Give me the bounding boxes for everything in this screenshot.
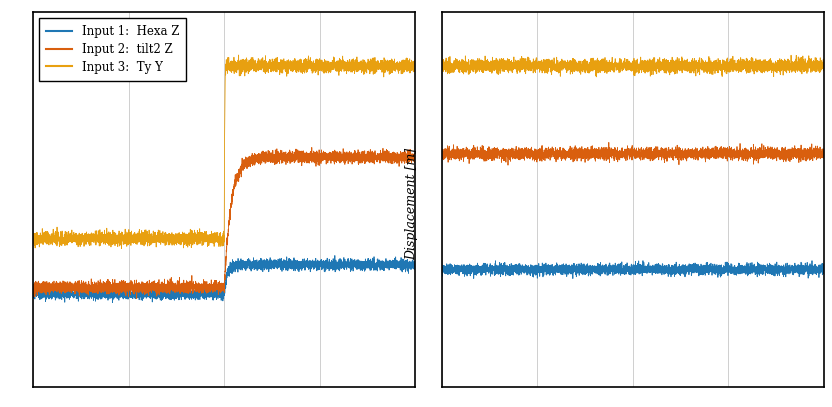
Input 2:  tilt2 Z: (4.11e+03, 0.159): tilt2 Z: (4.11e+03, 0.159): [343, 153, 353, 158]
Line: Input 2:  tilt2 Z: Input 2: tilt2 Z: [33, 147, 415, 298]
Input 2:  tilt2 Z: (3.25e+03, 0.162): tilt2 Z: (3.25e+03, 0.162): [277, 152, 287, 157]
Input 1:  Hexa Z: (4.11e+03, -0.181): Hexa Z: (4.11e+03, -0.181): [343, 264, 353, 269]
Input 3:  Ty Y: (2.69e+03, 0.469): Ty Y: (2.69e+03, 0.469): [234, 53, 244, 57]
Input 2:  tilt2 Z: (1.91e+03, -0.253): tilt2 Z: (1.91e+03, -0.253): [174, 288, 184, 293]
Input 3:  Ty Y: (5e+03, 0.441): Ty Y: (5e+03, 0.441): [410, 61, 420, 66]
Line: Input 3:  Ty Y: Input 3: Ty Y: [33, 55, 415, 249]
Input 1:  Hexa Z: (1.04e+03, -0.292): Hexa Z: (1.04e+03, -0.292): [107, 300, 117, 305]
Input 1:  Hexa Z: (3.73e+03, -0.182): Hexa Z: (3.73e+03, -0.182): [314, 265, 324, 269]
Input 1:  Hexa Z: (3.95e+03, -0.147): Hexa Z: (3.95e+03, -0.147): [329, 253, 339, 258]
Input 2:  tilt2 Z: (3.73e+03, 0.141): tilt2 Z: (3.73e+03, 0.141): [314, 160, 324, 164]
Input 1:  Hexa Z: (3.25e+03, -0.19): Hexa Z: (3.25e+03, -0.19): [277, 267, 287, 272]
Input 1:  Hexa Z: (5e+03, -0.169): Hexa Z: (5e+03, -0.169): [410, 260, 420, 265]
Input 3:  Ty Y: (4.11e+03, 0.452): Ty Y: (4.11e+03, 0.452): [343, 58, 353, 63]
Line: Input 1:  Hexa Z: Input 1: Hexa Z: [33, 256, 415, 302]
Text: Displacement [m]: Displacement [m]: [405, 147, 418, 260]
Input 1:  Hexa Z: (3e+03, -0.164): Hexa Z: (3e+03, -0.164): [257, 258, 267, 263]
Input 3:  Ty Y: (1.91e+03, -0.0844): Ty Y: (1.91e+03, -0.0844): [174, 233, 184, 238]
Input 3:  Ty Y: (3.25e+03, 0.436): Ty Y: (3.25e+03, 0.436): [277, 63, 287, 68]
Legend: Input 1:  Hexa Z, Input 2:  tilt2 Z, Input 3:  Ty Y: Input 1: Hexa Z, Input 2: tilt2 Z, Input…: [39, 18, 186, 81]
Input 3:  Ty Y: (1.16e+03, -0.126): Ty Y: (1.16e+03, -0.126): [116, 246, 126, 251]
Input 2:  tilt2 Z: (3e+03, 0.16): tilt2 Z: (3e+03, 0.16): [257, 153, 267, 158]
Input 3:  Ty Y: (0, -0.108): Ty Y: (0, -0.108): [28, 240, 38, 245]
Input 3:  Ty Y: (3.73e+03, 0.436): Ty Y: (3.73e+03, 0.436): [314, 63, 324, 68]
Input 2:  tilt2 Z: (0, -0.237): tilt2 Z: (0, -0.237): [28, 282, 38, 287]
Input 1:  Hexa Z: (1.91e+03, -0.279): Hexa Z: (1.91e+03, -0.279): [174, 296, 184, 301]
Input 1:  Hexa Z: (908, -0.262): Hexa Z: (908, -0.262): [97, 291, 107, 295]
Input 1:  Hexa Z: (0, -0.254): Hexa Z: (0, -0.254): [28, 288, 38, 293]
Input 2:  tilt2 Z: (908, -0.256): tilt2 Z: (908, -0.256): [97, 289, 107, 293]
Input 2:  tilt2 Z: (5e+03, 0.157): tilt2 Z: (5e+03, 0.157): [410, 154, 420, 159]
Input 2:  tilt2 Z: (1.35e+03, -0.279): tilt2 Z: (1.35e+03, -0.279): [131, 296, 141, 301]
Input 3:  Ty Y: (908, -0.105): Ty Y: (908, -0.105): [97, 239, 107, 244]
Input 2:  tilt2 Z: (3.65e+03, 0.185): tilt2 Z: (3.65e+03, 0.185): [307, 145, 317, 150]
Input 3:  Ty Y: (3e+03, 0.441): Ty Y: (3e+03, 0.441): [257, 61, 267, 66]
